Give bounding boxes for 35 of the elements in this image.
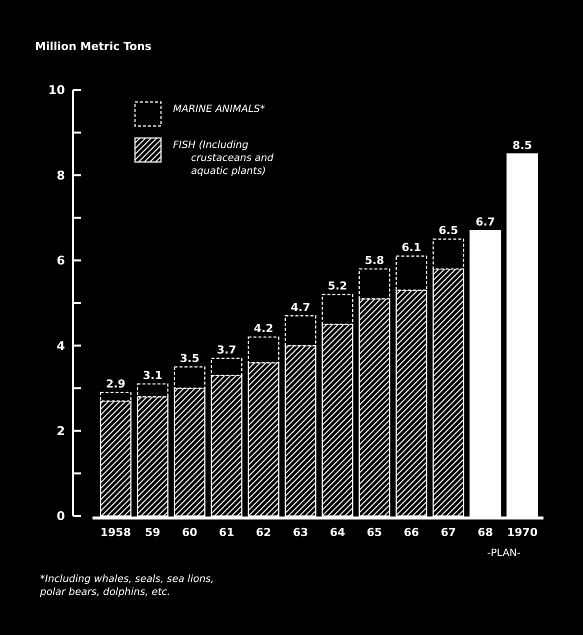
y-tick-label: 2 (56, 424, 65, 438)
legend-label: FISH (Including crustaceans and aquatic plants) (173, 140, 274, 177)
y-tick-label: 8 (56, 168, 65, 182)
x-tick-label: 1970 (506, 526, 538, 539)
total-label: 5.8 (364, 254, 384, 267)
x-tick-label: 1958 (100, 526, 132, 539)
x-tick-label: 66 (404, 526, 420, 539)
text: -PLAN- (487, 548, 521, 559)
x-tick-label: 63 (292, 526, 308, 539)
total-label: 4.2 (254, 322, 274, 336)
total-label: 6.7 (476, 216, 496, 229)
x-tick-label: 62 (256, 526, 272, 539)
total-label: 3.5 (180, 352, 200, 365)
total-label: 2.9 (106, 377, 126, 390)
x-tick-label: 68 (478, 526, 493, 539)
total-label: 8.5 (512, 138, 532, 152)
y-tick-label: 0 (56, 509, 65, 524)
total-label: 3.1 (142, 368, 162, 382)
total-label: 6.5 (438, 224, 458, 238)
x-tick-label: 65 (366, 526, 382, 539)
text: *Including whales, seals, sea lions, polar bears, dolphins, etc. (39, 574, 214, 598)
y-tick-label: 6 (56, 254, 65, 268)
y-tick-label: 4 (56, 338, 65, 353)
x-tick-label: 60 (182, 526, 198, 539)
x-tick-label: 67 (440, 526, 456, 539)
x-tick-label: 61 (218, 526, 234, 539)
x-tick-label: 64 (330, 526, 346, 539)
total-label: 6.1 (402, 241, 422, 254)
y-axis-title: Million Metric Tons (35, 40, 152, 53)
legend-label: MARINE ANIMALS* (173, 104, 266, 115)
x-tick-label: 59 (145, 526, 160, 539)
total-label: 4.7 (290, 300, 310, 314)
total-label: 5.2 (328, 279, 348, 292)
y-tick-label: 10 (48, 83, 65, 98)
total-label: 3.7 (216, 343, 236, 356)
